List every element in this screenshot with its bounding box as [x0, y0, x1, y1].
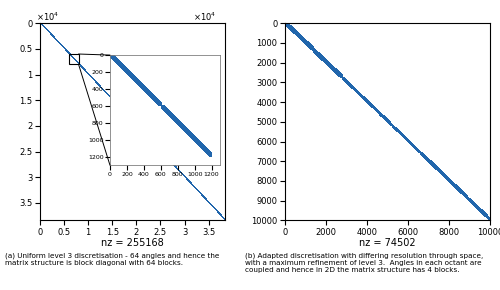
Text: (b) Adapted discretisation with differing resolution through space,
with a maxim: (b) Adapted discretisation with differin…: [245, 252, 483, 273]
Text: $\times 10^4$: $\times 10^4$: [36, 11, 60, 23]
X-axis label: nz = 74502: nz = 74502: [359, 238, 416, 249]
X-axis label: nz = 255168: nz = 255168: [101, 238, 164, 249]
Text: $\times 10^4$: $\times 10^4$: [192, 11, 216, 23]
Bar: [69, 54, 78, 64]
Text: (a) Uniform level 3 discretisation - 64 angles and hence the
matrix structure is: (a) Uniform level 3 discretisation - 64 …: [5, 252, 220, 266]
